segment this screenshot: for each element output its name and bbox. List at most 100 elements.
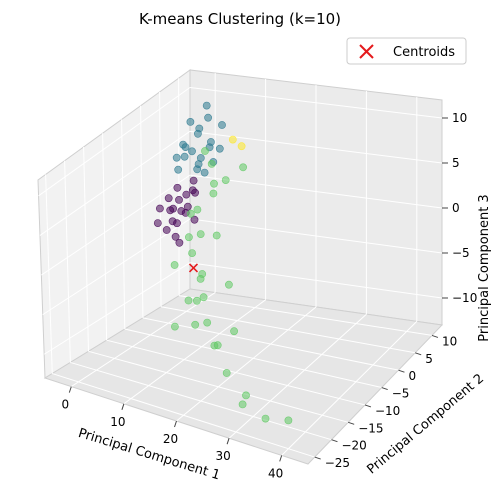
- x-tick-label: 0: [61, 398, 69, 412]
- grid-line-x: [228, 313, 367, 439]
- z-axis-label: Principal Component 3: [477, 194, 492, 341]
- y-tick-mark: [314, 456, 321, 460]
- z-tick-label: 10: [452, 111, 467, 125]
- y-tick-label: −5: [392, 387, 410, 401]
- scatter-point-green: [207, 159, 216, 168]
- scatter-point-teal: [193, 129, 202, 138]
- scatter-point-teal: [215, 144, 224, 153]
- grid-line-z: [38, 87, 191, 197]
- x-tick-mark: [121, 403, 125, 410]
- x-tick-label: 20: [163, 432, 178, 446]
- x-tick-mark: [279, 455, 283, 462]
- centroid-stroke: [188, 263, 199, 273]
- scatter-point-teal: [188, 147, 196, 156]
- grid-line-z: [39, 130, 191, 236]
- grid-line-z: [189, 87, 443, 119]
- scatter-point-purple: [171, 232, 180, 241]
- scatter-point-purple: [191, 188, 199, 197]
- scatter-point-teal: [204, 113, 212, 122]
- grid-line-y: [64, 160, 71, 363]
- y-tick-label: −25: [325, 456, 350, 470]
- scatter-point-purple: [155, 204, 164, 213]
- y-tick-label: 0: [408, 369, 416, 383]
- grid-line-z: [41, 174, 191, 276]
- y-tick-label: −10: [375, 404, 400, 418]
- scatter-point-green: [239, 163, 247, 172]
- z-tick-label: −5: [452, 246, 470, 260]
- y-tick-label: −20: [341, 439, 366, 453]
- scatter-point-green: [209, 189, 218, 198]
- z-tick-label: 0: [452, 201, 460, 215]
- scatter-point-green: [191, 320, 200, 329]
- x-tick-label: 40: [268, 466, 283, 480]
- scatter-point-green: [193, 205, 202, 214]
- scatter-point-green: [170, 322, 179, 331]
- scatter-point-purple: [164, 194, 173, 203]
- scatter-point-purple: [173, 183, 182, 192]
- scatter-point-green: [210, 179, 218, 188]
- grid-line-y: [88, 350, 349, 423]
- scatter-point-green: [242, 391, 250, 400]
- scatter-point-purple: [177, 207, 186, 215]
- grid-line-y: [106, 339, 366, 406]
- grid-line-y: [160, 306, 416, 354]
- scatter-point-green: [203, 318, 212, 327]
- y-tick-mark: [364, 404, 372, 408]
- x-axis-label: Principal Component 1: [76, 426, 221, 483]
- scatter-point-teal: [206, 138, 215, 146]
- scatter-point-green: [198, 270, 207, 278]
- y-tick-mark: [415, 352, 422, 356]
- scatter-point-teal: [174, 165, 183, 174]
- scatter-point-green: [188, 249, 196, 257]
- scatter-point-green: [261, 414, 270, 423]
- scatter-point-teal: [194, 160, 203, 168]
- scatter-point-green: [184, 233, 193, 242]
- scatter-point-teal: [200, 168, 209, 177]
- x-tick-mark: [226, 438, 230, 445]
- scatter-point-green: [222, 369, 231, 377]
- scatter-point-yellow: [228, 135, 237, 144]
- scatter-point-purple: [162, 226, 171, 234]
- chart-title: K-means Clustering (k=10): [139, 10, 341, 28]
- legend-marker-icon: [359, 44, 374, 59]
- grid-line-y: [52, 373, 315, 458]
- grid-line-y: [124, 328, 382, 389]
- scatter-point-purple: [182, 190, 191, 199]
- grid-line-y: [140, 105, 144, 318]
- scatter-point-teal: [172, 153, 181, 162]
- scatter-point-green: [192, 296, 201, 305]
- grid-line-z: [43, 262, 191, 355]
- grid-line-x: [71, 292, 216, 388]
- legend-box: [346, 37, 467, 65]
- scatter-point-green: [213, 341, 222, 350]
- scatter-point-teal: [218, 121, 226, 129]
- z-tick-label: −10: [452, 291, 477, 305]
- scatter-point-yellow: [237, 142, 246, 151]
- scatter-point-green: [238, 400, 247, 409]
- scatter-point-green: [221, 176, 230, 184]
- scatter-point-purple: [168, 217, 177, 226]
- y-tick-mark: [431, 334, 439, 338]
- scatter-point-green: [284, 416, 293, 425]
- scatter-points: [153, 101, 293, 425]
- scatter-point-purple: [175, 238, 184, 247]
- grid-line-z: [189, 218, 443, 254]
- scatter-point-green: [184, 296, 193, 305]
- y-tick-label: −15: [358, 421, 383, 435]
- grid-line-y: [83, 146, 89, 352]
- grid-line-y: [179, 295, 433, 336]
- centroid-marker: [188, 263, 199, 273]
- y-tick-label: 10: [442, 334, 457, 348]
- grid-line-x: [281, 321, 418, 456]
- scatter-point-purple: [169, 204, 177, 213]
- grid-line-y: [142, 317, 399, 371]
- grid-line-y: [159, 91, 162, 307]
- scatter-point-teal: [202, 101, 211, 110]
- y-tick-label: 5: [425, 352, 433, 366]
- z-tick-label: 5: [452, 156, 460, 170]
- scatter-point-green: [199, 293, 208, 302]
- legend-label: Centroids: [393, 45, 455, 60]
- y-tick-mark: [348, 421, 355, 425]
